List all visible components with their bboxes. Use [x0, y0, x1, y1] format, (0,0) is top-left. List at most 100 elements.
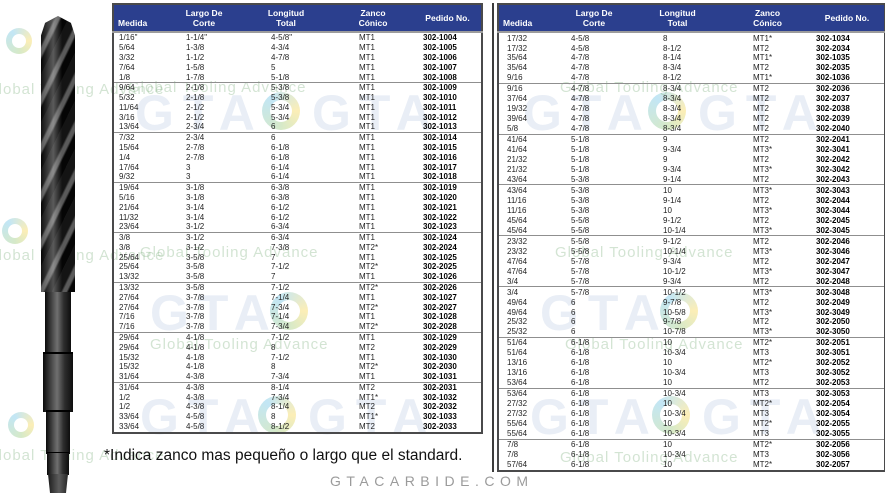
table-row: 21/32 5-1/8 9 MT2 302-2042: [498, 155, 885, 165]
cell-longitud-total: 6: [240, 131, 332, 143]
cell-longitud-total: 9-7/8: [663, 317, 682, 327]
cell-pedido-no: 302-2036: [810, 82, 885, 94]
cell-largo-de-corte: 4-1/8: [186, 352, 205, 362]
table-row: 5/8 4-7/8 8-3/4 MT2 302-2040: [498, 124, 885, 135]
cell-zanco-conico: MT1*: [359, 412, 379, 422]
cell-zanco-conico: MT3*: [753, 205, 773, 215]
col-header-pedido-no: Pedido No.: [810, 4, 885, 33]
cell-largo-de-corte: 6-1/8: [571, 409, 590, 419]
cell-longitud-total: 7: [271, 252, 276, 262]
table-row: 35/64 4-7/8 8-3/4 MT2 302-2035: [498, 63, 885, 73]
cell-largo-de-corte: 6: [571, 327, 576, 337]
cell-largo-de-corte: 5-7/8: [571, 266, 590, 276]
table-row: 47/64 5-7/8 9-3/4 MT2 302-2047: [498, 256, 885, 266]
cell-medida: 3/16: [119, 112, 135, 122]
cell-pedido-no: 302-2043: [816, 174, 850, 184]
cell-medida: 11/16: [507, 205, 527, 215]
cell-longitud-total: 9-1/2: [630, 235, 725, 247]
table-row: 3/8 3-1/2 6-3/4 MT1 302-1024: [113, 231, 482, 243]
cell-zanco-conico: MT1*: [753, 53, 773, 63]
cell-medida: 13/16: [507, 368, 528, 378]
cell-pedido-no: 302-2037: [816, 94, 850, 104]
cell-longitud-total: 6-1/8: [271, 143, 290, 153]
cell-medida: 5/64: [119, 43, 135, 53]
cell-pedido-no: 302-2041: [810, 133, 885, 145]
cell-medida: 13/64: [119, 122, 140, 132]
cell-largo-de-corte: 4-7/8: [558, 82, 630, 94]
cell-longitud-total: 10: [663, 460, 672, 470]
cell-medida: 25/32: [507, 327, 528, 337]
cell-medida: 23/64: [119, 222, 140, 232]
table-row: 29/64 4-1/8 8 MT2 302-2029: [113, 342, 482, 352]
cell-medida: 13/32: [119, 272, 140, 282]
cell-medida: 13/16: [507, 358, 528, 368]
cell-pedido-no: 302-1015: [423, 143, 457, 153]
cell-medida: 3/8: [113, 231, 168, 243]
cell-medida: 55/64: [507, 429, 528, 439]
cell-zanco-conico: MT2: [753, 114, 769, 124]
cell-longitud-total: 6-3/4: [240, 231, 332, 243]
cell-largo-de-corte: 4-7/8: [571, 73, 590, 83]
cell-largo-de-corte: 2-1/8: [168, 81, 240, 93]
cell-medida: 21/32: [507, 165, 528, 175]
cell-zanco-conico: MT2*: [753, 399, 773, 409]
cell-pedido-no: 302-1031: [423, 372, 457, 382]
cell-zanco-conico: MT2*: [359, 362, 379, 372]
cell-medida: 43/64: [507, 174, 528, 184]
cell-medida: 47/64: [507, 266, 528, 276]
cell-pedido-no: 302-1026: [423, 272, 457, 282]
cell-longitud-total: 7-3/8: [271, 242, 290, 252]
cell-pedido-no: 302-2024: [423, 242, 457, 252]
cell-largo-de-corte: 3-1/8: [168, 181, 240, 193]
cell-pedido-no: 302-3050: [816, 327, 850, 337]
table-row: 11/64 2-1/2 5-3/4 MT1 302-1011: [113, 103, 482, 113]
table-row: 23/32 5-5/8 10-1/4 MT3* 302-3046: [498, 246, 885, 256]
cell-zanco-conico: MT2*: [359, 322, 379, 332]
cell-medida: 9/16: [507, 73, 523, 83]
cell-zanco-conico: MT1: [359, 43, 375, 53]
table-row: 47/64 5-7/8 10-1/2 MT3* 302-3047: [498, 266, 885, 276]
cell-zanco-conico: MT2: [753, 104, 769, 114]
table-row: 19/32 4-7/8 8-3/4 MT2 302-2038: [498, 104, 885, 114]
cell-longitud-total: 9-1/4: [663, 174, 682, 184]
cell-medida: 31/64: [119, 372, 140, 382]
cell-medida: 9/32: [119, 172, 135, 182]
cell-medida: 21/64: [119, 202, 140, 212]
cell-zanco-conico: MT2*: [725, 336, 810, 348]
cell-medida: 33/64: [119, 412, 140, 422]
cell-medida: 3/32: [119, 53, 135, 62]
cell-medida: 27/32: [507, 399, 528, 409]
cell-largo-de-corte: 3-1/4: [186, 202, 205, 212]
cell-pedido-no: 302-2042: [816, 155, 850, 165]
cell-largo-de-corte: 3-7/8: [186, 302, 205, 312]
cell-medida: 49/64: [507, 297, 528, 307]
table-row: 7/16 3-7/8 7-3/4 MT2* 302-2028: [113, 322, 482, 332]
cell-longitud-total: 9-1/2: [663, 215, 682, 225]
cell-medida: 25/64: [119, 262, 140, 272]
cell-zanco-conico: MT3: [753, 368, 769, 378]
cell-zanco-conico: MT1*: [753, 33, 773, 43]
col-header-longitud-total: Longitud Total: [240, 4, 332, 33]
table-row: 43/64 5-3/8 10 MT3* 302-3043: [498, 184, 885, 196]
cell-longitud-total: 10-1/2: [630, 286, 725, 298]
cell-medida: 43/64: [498, 184, 558, 196]
table-row: 5/16 3-1/8 6-3/8 MT1 302-1020: [113, 193, 482, 203]
cell-pedido-no: 302-3056: [816, 450, 850, 460]
cell-pedido-no: 302-2026: [414, 281, 482, 293]
cell-pedido-no: 302-2031: [414, 381, 482, 393]
cell-pedido-no: 302-1025: [423, 252, 457, 262]
cell-pedido-no: 302-2054: [816, 399, 850, 409]
cell-zanco-conico: MT1: [359, 312, 375, 322]
cell-medida: 5/32: [119, 93, 135, 103]
cell-largo-de-corte: 5-1/8: [571, 155, 590, 165]
table-row: 27/64 3-7/8 7-3/4 MT2* 302-2027: [113, 302, 482, 312]
cell-medida: 7/32: [113, 131, 168, 143]
cell-pedido-no: 302-3045: [816, 225, 850, 235]
table-row: 7/16 3-7/8 7-1/4 MT1 302-1028: [113, 312, 482, 322]
cell-largo-de-corte: 1-3/8: [186, 43, 205, 53]
cell-pedido-no: 302-2034: [816, 43, 850, 53]
table-row: 21/64 3-1/4 6-1/2 MT1 302-1021: [113, 202, 482, 212]
cell-largo-de-corte: 2-1/8: [186, 93, 205, 103]
cell-medida: 3/8: [119, 242, 131, 252]
table-row: 23/32 5-5/8 9-1/2 MT2 302-2046: [498, 235, 885, 247]
